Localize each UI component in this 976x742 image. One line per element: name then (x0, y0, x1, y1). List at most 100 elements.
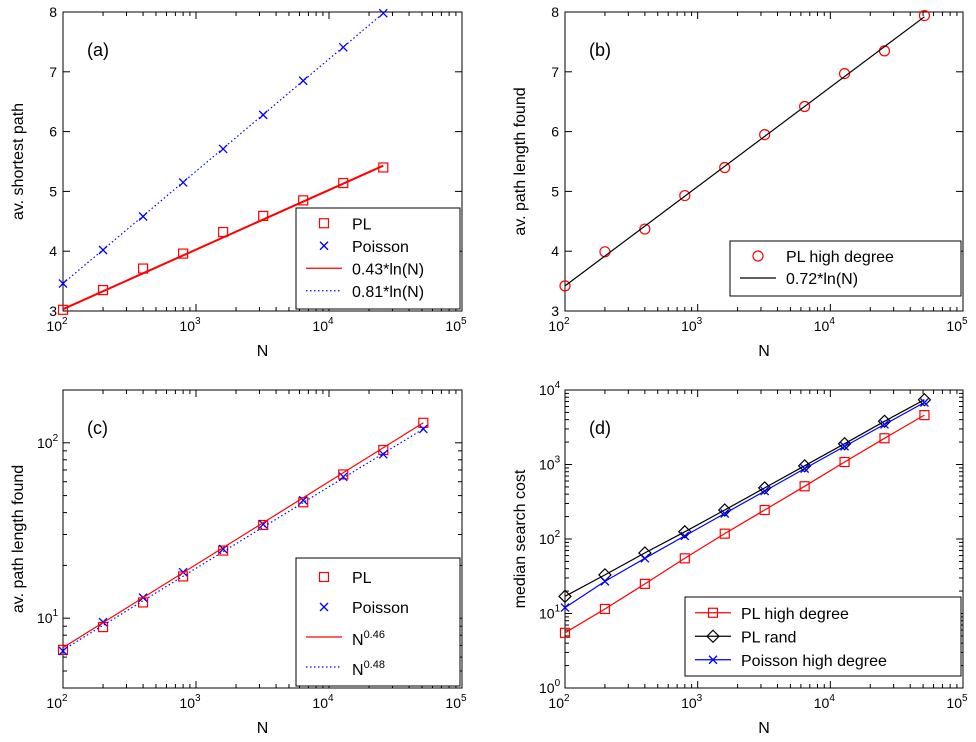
y-tick-label: 6 (49, 124, 57, 140)
x-tick-label: 103 (179, 316, 201, 334)
data-point (559, 280, 571, 292)
series (62, 422, 424, 649)
y-tick-label: 101 (37, 608, 59, 626)
data-point (759, 504, 770, 516)
legend: PL Poisson N0.46 N0.48 (295, 557, 461, 687)
data-point (378, 449, 388, 459)
y-tick-label: 8 (551, 4, 559, 20)
plot-frame (564, 11, 964, 312)
x-axis-label: N (758, 343, 770, 360)
data-point (840, 441, 850, 451)
data-point (338, 42, 348, 52)
x-tick-label: 105 (445, 693, 467, 711)
y-tick-label: 104 (539, 380, 561, 398)
data-point (679, 189, 691, 202)
legend: PL high degree PL rand Poisson high degree (684, 596, 962, 677)
x-tick-label: 102 (46, 693, 68, 711)
data-point (640, 553, 650, 563)
x-tick-label: 105 (445, 316, 467, 334)
data-point (799, 100, 811, 113)
data-point (680, 531, 690, 541)
series (62, 164, 384, 311)
y-axis-label: av. path length found (512, 87, 529, 235)
legend-label: Poisson (352, 239, 409, 256)
series-line (62, 12, 384, 284)
series-line (564, 399, 925, 597)
series-line (564, 414, 925, 634)
legend-box (729, 240, 962, 297)
legend-swatch-marker (318, 571, 330, 583)
legend-box (295, 207, 461, 310)
legend-swatch-marker (707, 607, 719, 618)
data-point (919, 410, 930, 421)
y-tick-label: 5 (49, 183, 57, 199)
data-point (720, 509, 730, 518)
chart-panel-3: 102 103 104 105 101 102 Nav. path length found… (10, 389, 467, 737)
data-point (58, 646, 68, 656)
y-tick-label: 102 (37, 433, 59, 451)
legend-swatch-marker (318, 218, 330, 229)
x-tick-label: 105 (946, 316, 968, 334)
data-point (378, 8, 388, 18)
data-point (559, 627, 571, 638)
data-point (919, 398, 929, 407)
y-tick-label: 5 (551, 183, 559, 199)
data-point (877, 414, 892, 429)
x-tick-label: 105 (946, 693, 968, 711)
series (559, 9, 931, 292)
data-point (759, 128, 771, 141)
legend-swatch-marker (706, 629, 720, 644)
series (558, 392, 932, 604)
panel-label: (c) (87, 418, 108, 438)
legend-label: 0.81*ln(N) (352, 284, 424, 301)
y-tick-label: 4 (49, 243, 57, 259)
panel-label: (a) (87, 40, 109, 60)
series (564, 16, 925, 287)
data-point (57, 644, 69, 655)
y-tick-label: 8 (49, 4, 57, 20)
chart-panel-2: 102 103 104 105 3 4 5 6 7 8 Nav. path length found… (512, 4, 968, 360)
series-line (564, 401, 925, 609)
panel-label: (d) (589, 418, 611, 438)
data-point (839, 456, 850, 468)
data-point (679, 553, 690, 564)
series-line (564, 16, 925, 287)
data-point (599, 603, 611, 615)
legend: PL Poisson 0.43*ln(N) 0.81*ln(N) (295, 207, 461, 310)
data-point (298, 76, 308, 86)
legend-label: N0.48 (352, 659, 385, 679)
data-point (258, 110, 268, 120)
data-point (639, 223, 651, 235)
plot-frame (62, 11, 463, 312)
y-axis-label: av. path length found (10, 465, 27, 613)
x-tick-label: 104 (312, 316, 334, 334)
legend-label: PL high degree (741, 606, 849, 623)
data-point (338, 469, 349, 480)
legend-label: PL rand (741, 629, 796, 646)
y-tick-label: 6 (551, 124, 559, 140)
data-point (418, 417, 429, 428)
data-point (760, 486, 770, 496)
legend-label: Poisson high degree (741, 653, 887, 670)
data-point (298, 495, 308, 505)
legend-swatch-marker (752, 250, 764, 262)
data-point (719, 528, 730, 539)
y-tick-label: 3 (551, 303, 559, 319)
legend-swatch-marker (319, 241, 329, 251)
x-tick-label: 104 (814, 316, 836, 334)
y-tick-label: 7 (551, 64, 559, 80)
legend-label: 0.43*ln(N) (352, 261, 424, 278)
series-line (62, 422, 424, 649)
legend-swatch-marker (319, 602, 329, 612)
x-tick-label: 104 (312, 693, 334, 711)
x-tick-label: 103 (681, 316, 703, 334)
series (559, 410, 930, 638)
data-point (639, 578, 650, 589)
series (560, 398, 929, 613)
y-tick-label: 4 (551, 243, 559, 259)
x-tick-label: 102 (46, 316, 68, 334)
series-line (62, 428, 424, 651)
data-point (879, 433, 890, 444)
